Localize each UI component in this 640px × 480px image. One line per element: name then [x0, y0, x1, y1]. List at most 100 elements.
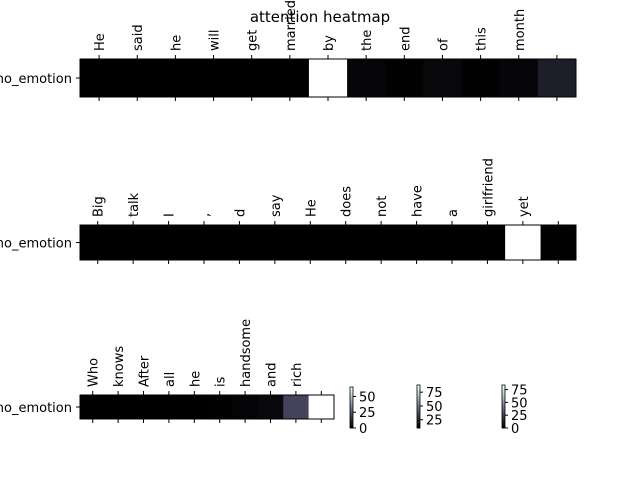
- heatmap-cell: [105, 395, 132, 419]
- heatmap-cell: [328, 225, 364, 260]
- heatmap-cell: [469, 225, 506, 260]
- heatmap-cell: [537, 59, 577, 97]
- colorbar-segment: [350, 424, 353, 427]
- heatmap-cell: [283, 395, 309, 419]
- heatmap-cell: [434, 225, 471, 260]
- token-label: he: [188, 371, 203, 387]
- colorbar-tick-label: 75: [511, 384, 528, 399]
- token-label: he: [169, 35, 184, 51]
- token-label: have: [411, 185, 426, 217]
- token-label: yet: [517, 196, 532, 217]
- colorbar-tick-label: 75: [426, 386, 443, 401]
- colorbar-segment: [350, 407, 353, 410]
- heatmap-cell: [363, 225, 400, 260]
- colorbar-segment: [417, 397, 420, 400]
- colorbar-segment: [417, 422, 420, 425]
- heatmap-cell: [80, 395, 106, 419]
- heatmap-cell: [156, 59, 195, 97]
- colorbar-segment: [502, 390, 505, 393]
- colorbar-segment: [350, 390, 353, 393]
- colorbar-segment: [417, 402, 420, 406]
- colorbar-segment: [417, 401, 420, 404]
- colorbar-segment: [502, 388, 505, 391]
- token-label: is: [214, 376, 229, 387]
- token-label: say: [269, 194, 284, 217]
- colorbar-segment: [350, 395, 353, 398]
- heatmap-cell: [207, 395, 233, 419]
- colorbar-segment: [417, 408, 420, 411]
- heatmap-cell: [257, 225, 293, 260]
- colorbar-tick-label: 50: [359, 390, 376, 405]
- colorbar-segment: [350, 417, 353, 420]
- heatmap-cell: [292, 225, 329, 260]
- colorbar-segment: [350, 392, 353, 395]
- colorbar-segment: [502, 399, 505, 402]
- colorbar-segment: [350, 412, 353, 415]
- colorbar-frame: [349, 386, 354, 429]
- heatmap-cell: [385, 59, 424, 97]
- colorbar-segment: [350, 414, 353, 417]
- colorbar-tick-label: 25: [359, 406, 376, 421]
- heatmap-cell: [186, 225, 223, 260]
- colorbar-segment: [350, 419, 353, 422]
- heatmap-cell: [221, 225, 258, 260]
- token-label: month: [513, 9, 528, 51]
- colorbar-segment: [350, 421, 353, 424]
- colorbar-segment: [417, 399, 420, 402]
- token-label: Who: [87, 358, 102, 387]
- heatmap-cell: [499, 59, 539, 97]
- colorbar-segment: [502, 420, 505, 423]
- heatmap-cell: [156, 395, 182, 419]
- colorbar-segment: [417, 417, 420, 420]
- row-label: no_emotion: [0, 237, 72, 252]
- colorbar-segment: [417, 413, 420, 416]
- heatmap-cell: [423, 59, 462, 97]
- colorbar-segment: [502, 419, 505, 422]
- colorbar-segment: [417, 395, 420, 398]
- token-label: talk: [127, 192, 142, 217]
- colorbar-segment: [502, 392, 505, 395]
- colorbar-tick-label: 0: [359, 422, 367, 437]
- colorbar-segment: [502, 385, 505, 388]
- token-label: ,: [198, 213, 213, 217]
- token-label: He: [304, 199, 319, 217]
- heatmap-cell: [194, 59, 234, 97]
- row-label: no_emotion: [0, 72, 72, 87]
- token-label: will: [208, 30, 223, 51]
- colorbar-segment: [350, 422, 353, 425]
- heatmap-cell: [232, 395, 259, 419]
- chart-title: attention heatmap: [250, 8, 390, 26]
- token-label: of: [436, 38, 451, 51]
- colorbar-segment: [502, 406, 505, 409]
- colorbar-segment: [502, 422, 505, 425]
- colorbar-segment: [502, 386, 505, 389]
- token-label: girlfriend: [481, 158, 496, 217]
- colorbar-segment: [502, 408, 505, 411]
- colorbar-segment: [502, 393, 505, 397]
- heatmap-cell: [308, 59, 348, 97]
- colorbar-segment: [417, 426, 420, 429]
- heatmap-cell: [80, 225, 116, 260]
- colorbar-tick-label: 50: [426, 400, 443, 415]
- colorbar-segment: [502, 402, 505, 406]
- heatmap-panel: no_emotion Big talk I, d say He does not have a gir…: [0, 158, 577, 264]
- heatmap-panel: no_emotion Who knows After all he is handsome an…: [0, 319, 335, 423]
- heatmap-cell: [118, 59, 157, 97]
- colorbar-segment: [502, 426, 505, 429]
- heatmap-cell: [308, 395, 335, 419]
- token-label: the: [360, 30, 375, 51]
- token-label: I: [163, 213, 178, 217]
- heatmap-cell: [232, 59, 272, 97]
- token-label: by: [322, 35, 337, 51]
- colorbar-segment: [502, 415, 505, 418]
- token-label: After: [138, 355, 153, 387]
- token-label: not: [375, 196, 390, 217]
- token-label: said: [131, 24, 146, 51]
- colorbar-segment: [350, 397, 353, 400]
- colorbar-segment: [350, 404, 353, 407]
- heatmap-panels: no_emotion He said he will get married by the end…: [0, 0, 577, 423]
